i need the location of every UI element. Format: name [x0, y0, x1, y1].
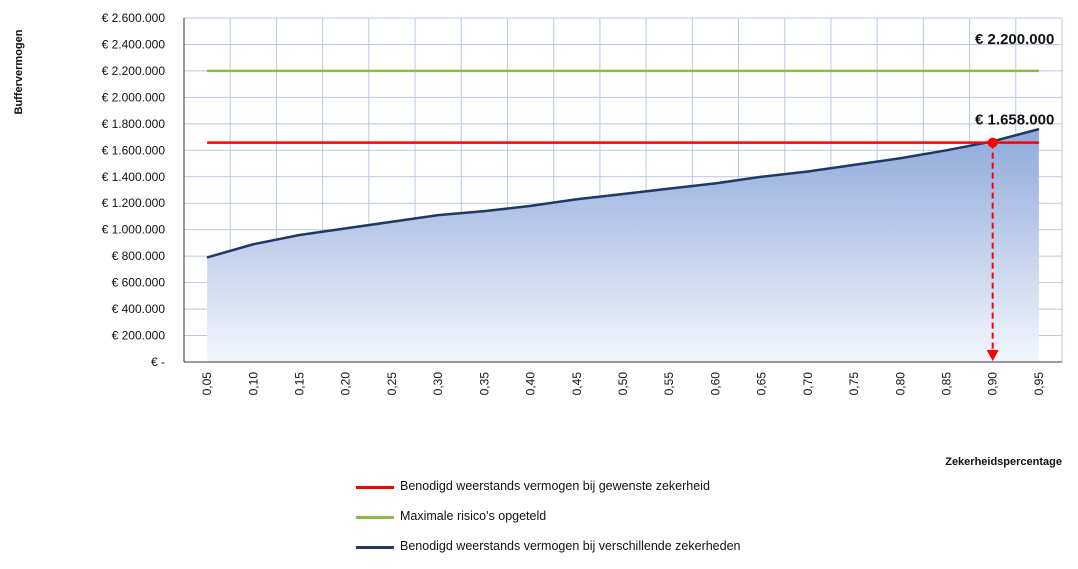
- callout-label: € 2.200.000: [975, 31, 1054, 48]
- x-tick-label: 0,90: [986, 372, 1000, 396]
- data-point: [899, 157, 901, 159]
- x-tick-label: 0,40: [524, 372, 538, 396]
- data-point: [622, 193, 624, 195]
- data-point: [299, 234, 301, 236]
- legend-label: Maximale risico's opgeteld: [400, 509, 547, 523]
- annotations: € 2.200.000 € 1.658.000: [975, 31, 1054, 361]
- x-tick-label: 0,65: [755, 372, 769, 396]
- x-tick-label: 0,50: [616, 372, 630, 396]
- x-tick-label: 0,60: [708, 372, 722, 396]
- area-fill: [207, 129, 1039, 362]
- y-tick-label: € -: [151, 355, 165, 369]
- x-tick-label: 0,75: [847, 372, 861, 396]
- y-tick-label: € 1.400.000: [102, 170, 166, 184]
- axes: [183, 18, 1062, 363]
- data-point: [391, 221, 393, 223]
- x-tick-label: 0,30: [431, 372, 445, 396]
- x-tick-label: 0,85: [939, 372, 953, 396]
- x-tick-label: 0,15: [293, 372, 307, 396]
- x-tick-label: 0,45: [570, 372, 584, 396]
- y-tick-label: € 1.200.000: [102, 196, 166, 210]
- y-tick-label: € 400.000: [112, 302, 166, 316]
- x-tick-label: 0,10: [246, 372, 260, 396]
- y-tick-label: € 2.400.000: [102, 37, 166, 51]
- data-point: [761, 176, 763, 178]
- data-point: [945, 149, 947, 151]
- legend-label: Benodigd weerstands vermogen bij gewenst…: [400, 479, 710, 493]
- data-point: [807, 170, 809, 172]
- y-tick-label: € 200.000: [112, 329, 166, 343]
- y-axis-title: Buffervermogen: [13, 29, 25, 114]
- data-point: [252, 243, 254, 245]
- data-point: [576, 198, 578, 200]
- y-tick-label: € 2.200.000: [102, 64, 166, 78]
- data-point: [714, 182, 716, 184]
- y-tick-label: € 600.000: [112, 276, 166, 290]
- data-point: [437, 214, 439, 216]
- legend-swatch-red: [356, 486, 394, 489]
- data-point: [853, 164, 855, 166]
- y-tick-label: € 2.600.000: [102, 11, 166, 25]
- callout-label: € 1.658.000: [975, 112, 1054, 129]
- data-point: [1038, 128, 1040, 130]
- y-tick-label: € 800.000: [112, 249, 166, 263]
- legend-swatch-navy: [356, 546, 394, 549]
- legend-swatch-green: [356, 516, 394, 519]
- data-point: [345, 227, 347, 229]
- data-point: [206, 256, 208, 258]
- x-tick-label: 0,25: [385, 372, 399, 396]
- x-tick-label: 0,35: [477, 372, 491, 396]
- arrow-head-icon: [986, 350, 999, 361]
- x-axis-title: Zekerheidspercentage: [945, 456, 1062, 468]
- data-point: [668, 188, 670, 190]
- legend-label: Benodigd weerstands vermogen bij verschi…: [400, 539, 741, 553]
- x-tick-label: 0,95: [1032, 372, 1046, 396]
- y-tick-label: € 1.000.000: [102, 223, 166, 237]
- x-tick-label: 0,70: [801, 372, 815, 396]
- y-tick-label: € 1.600.000: [102, 143, 166, 157]
- y-tick-label: € 2.000.000: [102, 90, 166, 104]
- data-point: [530, 205, 532, 207]
- x-tick-label: 0,20: [339, 372, 353, 396]
- x-tick-label: 0,55: [662, 372, 676, 396]
- tick-labels: € - € 200.000 € 400.000 € 600.000 € 800.000 €…: [102, 11, 1046, 395]
- y-tick-label: € 1.800.000: [102, 117, 166, 131]
- marker-point: [987, 137, 998, 148]
- data-point: [483, 210, 485, 212]
- line-layer: [207, 69, 1039, 144]
- area-layer: [206, 127, 1040, 362]
- x-tick-label: 0,80: [893, 372, 907, 396]
- x-tick-label: 0,05: [200, 372, 214, 396]
